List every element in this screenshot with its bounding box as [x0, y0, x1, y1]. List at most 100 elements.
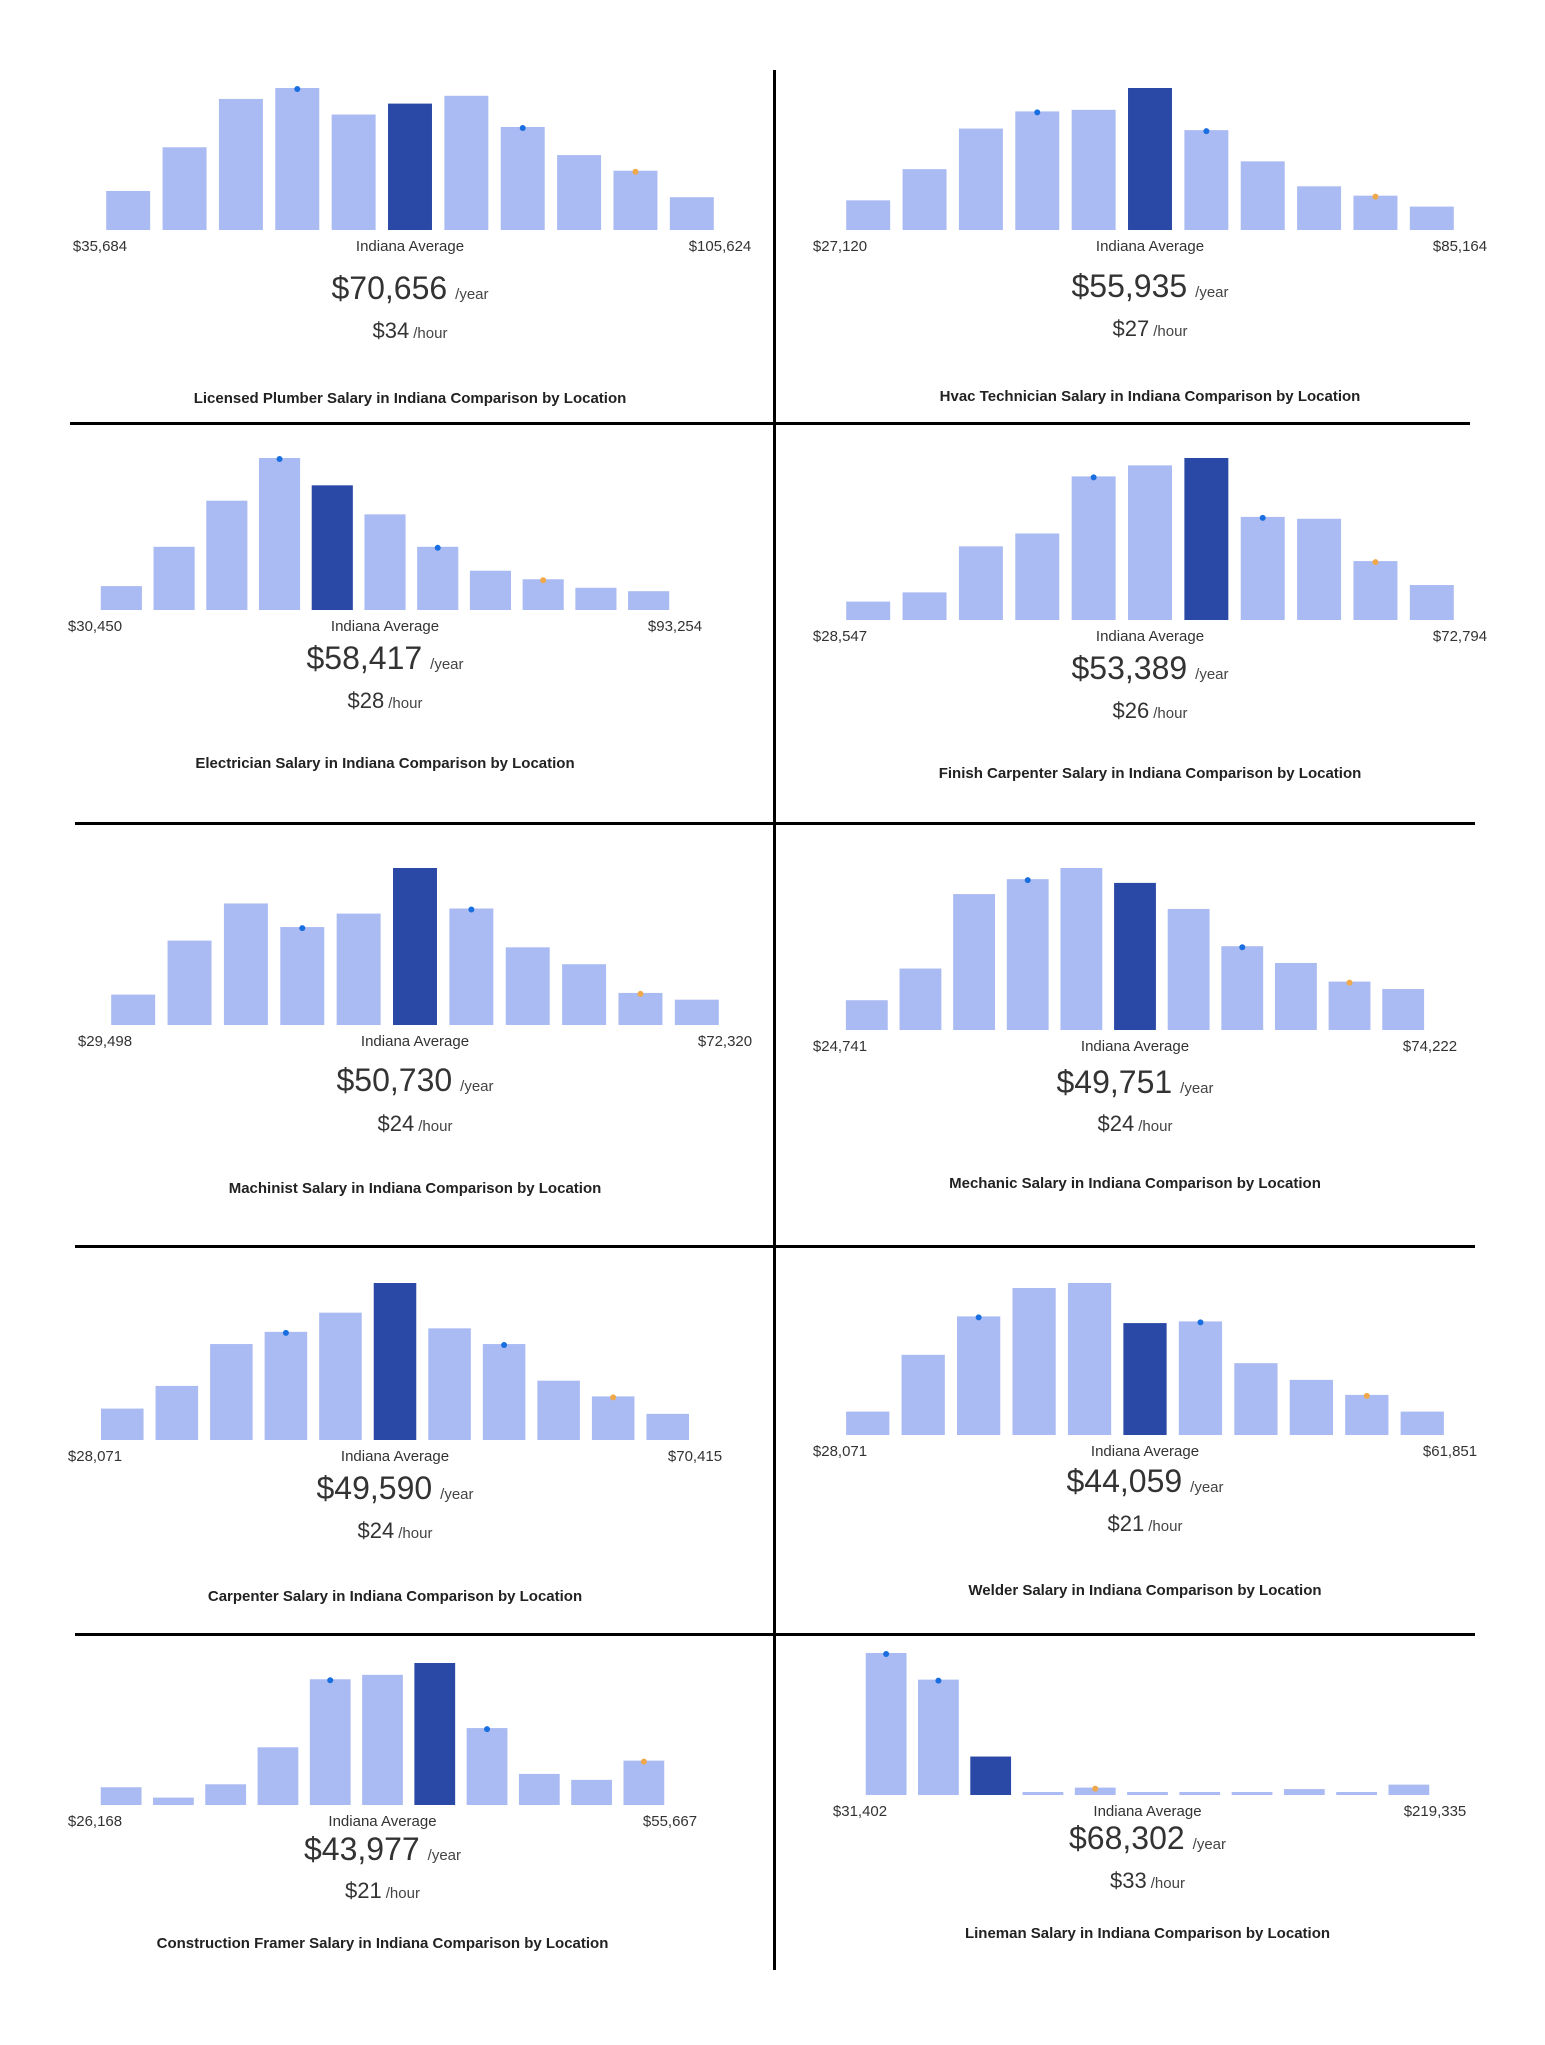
chart-caption: Carpenter Salary in Indiana Comparison b…: [207, 1588, 583, 1605]
hourly-unit: /hour: [1148, 1518, 1183, 1535]
bar: [674, 999, 719, 1025]
salary-chart-panel: $24,741 Indiana Average $74,222 $49,751/yea…: [813, 860, 1457, 1250]
marker-dot: [1197, 1319, 1204, 1326]
bar: [953, 894, 996, 1030]
hourly-salary-value: $26: [1112, 698, 1150, 723]
bar: [1353, 561, 1398, 620]
hourly-unit: /hour: [1153, 323, 1188, 340]
yearly-salary-value: $49,751: [1056, 1064, 1173, 1100]
bar: [1382, 989, 1425, 1030]
yearly-salary: $50,730/year: [105, 1062, 725, 1099]
chart-caption: Welder Salary in Indiana Comparison by L…: [968, 1582, 1322, 1599]
marker-dot: [299, 925, 306, 932]
hourly-salary: $34/hour: [100, 318, 720, 344]
bar: [500, 127, 545, 230]
bar: [1353, 195, 1398, 230]
yearly-salary: $70,656/year: [100, 270, 720, 307]
bar: [257, 1747, 299, 1805]
marker-dot-orange: [1372, 193, 1379, 200]
marker-dot: [1034, 109, 1041, 116]
bar: [1012, 1288, 1056, 1435]
bar: [111, 994, 156, 1025]
max-salary-label: $72,794: [1432, 628, 1488, 645]
bar: [153, 1797, 194, 1805]
bar: [613, 170, 658, 230]
marker-dot: [935, 1677, 942, 1684]
chart-caption: Machinist Salary in Indiana Comparison b…: [228, 1180, 602, 1197]
yearly-salary-value: $43,977: [303, 1831, 420, 1867]
salary-chart-panel: $31,402 Indiana Average $219,335 $68,302/ye…: [833, 1645, 1466, 2035]
hourly-salary: $24/hour: [840, 1111, 1430, 1137]
bar: [1400, 1411, 1444, 1435]
yearly-salary: $55,935/year: [840, 268, 1460, 305]
chart-caption: Electrician Salary in Indiana Comparison…: [195, 755, 575, 772]
bar: [1127, 1792, 1168, 1795]
bar: [618, 992, 663, 1025]
yearly-unit: /year: [1195, 284, 1229, 301]
bar: [518, 1773, 560, 1805]
bar: [417, 546, 459, 610]
bar: [958, 128, 1003, 230]
yearly-salary-value: $55,935: [1071, 268, 1188, 304]
hourly-salary: $24/hour: [95, 1518, 695, 1544]
bar: [591, 1396, 635, 1440]
bar: [1015, 111, 1060, 230]
bar: [319, 1312, 362, 1440]
bar-chart: [845, 868, 1425, 1030]
salary-chart-panel: $35,684 Indiana Average $105,624 $70,656/ye…: [73, 80, 751, 470]
yearly-unit: /year: [440, 1486, 474, 1503]
average-label: Indiana Average: [1080, 1038, 1190, 1055]
marker-dot: [519, 125, 526, 132]
bar: [901, 1354, 945, 1435]
bar: [902, 592, 947, 620]
max-salary-label: $93,254: [647, 618, 703, 635]
bar: [444, 95, 489, 230]
hourly-unit: /hour: [385, 1885, 420, 1902]
row-divider-2: [75, 822, 1475, 825]
bar: [1240, 161, 1285, 230]
bar: [1231, 1792, 1273, 1795]
hourly-salary-value: $27: [1112, 316, 1150, 341]
hourly-salary-value: $28: [347, 688, 385, 713]
min-salary-label: $28,071: [812, 1443, 868, 1460]
bar: [167, 940, 212, 1025]
marker-dot-orange: [1363, 1392, 1370, 1399]
bar: [482, 1344, 526, 1440]
bar: [845, 1000, 888, 1030]
bar: [100, 586, 142, 610]
min-salary-label: $28,547: [812, 628, 868, 645]
hourly-unit: /hour: [1150, 1875, 1185, 1892]
bar: [331, 114, 376, 230]
hourly-salary-value: $24: [357, 1518, 395, 1543]
bar: [957, 1316, 1001, 1435]
bar: [1409, 206, 1454, 230]
marker-dot-orange: [1346, 979, 1353, 986]
bar: [1167, 908, 1210, 1030]
yearly-unit: /year: [455, 286, 489, 303]
hourly-unit: /hour: [388, 695, 423, 712]
yearly-salary-value: $49,590: [316, 1470, 433, 1506]
marker-dot-orange: [640, 1758, 647, 1765]
bar: [575, 587, 617, 610]
bar: [449, 908, 494, 1025]
salary-chart-panel: $26,168 Indiana Average $55,667 $43,977/yea…: [68, 1655, 697, 2045]
bar: [1345, 1394, 1389, 1435]
min-salary-label: $29,498: [77, 1033, 133, 1050]
salary-chart-panel: $27,120 Indiana Average $85,164 $55,935/yea…: [813, 80, 1487, 470]
bar-highlight: [970, 1756, 1012, 1795]
yearly-salary: $43,977/year: [95, 1831, 670, 1868]
row-divider-3: [75, 1245, 1475, 1248]
center-divider: [773, 70, 776, 1970]
yearly-salary-value: $53,389: [1071, 650, 1188, 686]
bar: [522, 579, 564, 610]
bar-chart: [100, 1663, 665, 1805]
bar-chart: [846, 88, 1454, 230]
bar-highlight: [1114, 882, 1156, 1030]
bar: [1022, 1792, 1064, 1795]
bar: [571, 1779, 612, 1805]
bar: [1283, 1789, 1325, 1795]
marker-dot: [282, 1329, 289, 1336]
hourly-salary: $24/hour: [105, 1111, 725, 1137]
bar: [1179, 1792, 1221, 1795]
salary-chart-panel: $29,498 Indiana Average $72,320 $50,730/yea…: [78, 860, 752, 1250]
